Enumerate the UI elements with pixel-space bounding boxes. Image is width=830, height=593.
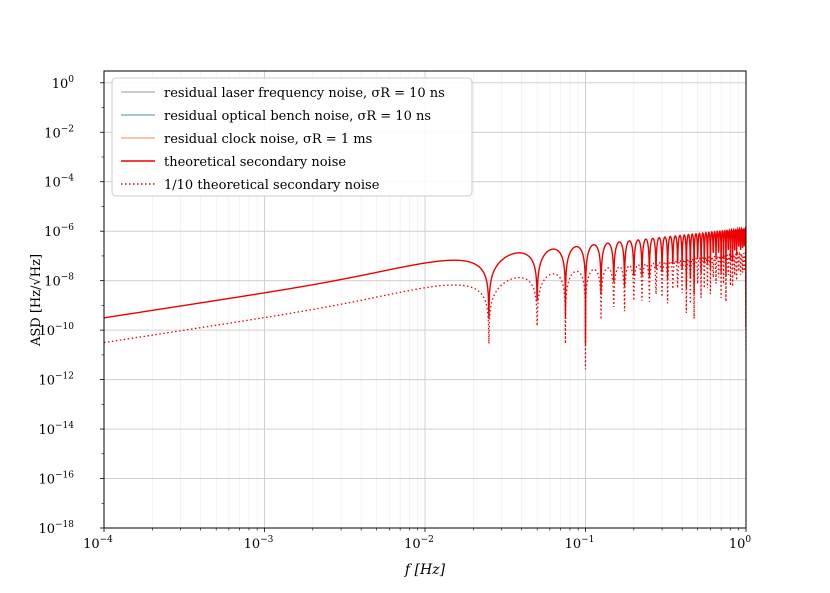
y-tick-label: 10−4 [44, 174, 74, 191]
series-secondary-tenth-line [104, 250, 746, 370]
x-tick-labels: 10−4 10−3 10−2 10−1 100 [83, 535, 751, 552]
y-tick-label: 10−16 [38, 471, 74, 488]
curves [104, 226, 746, 370]
y-tick-label: 10−8 [44, 273, 74, 290]
y-tick-label-exponent: −4 [61, 174, 75, 184]
legend-label: theoretical secondary noise [164, 155, 346, 170]
y-tick-label-exponent: −18 [55, 520, 74, 530]
y-tick-label: 10−12 [38, 372, 74, 389]
y-tick-label-exponent: −2 [61, 124, 74, 134]
x-tick-label-exponent: −1 [581, 535, 594, 545]
y-tick-label: 10−18 [38, 520, 74, 537]
x-axis-label: f [Hz] [404, 562, 446, 578]
x-tick-label: 10−3 [244, 535, 274, 552]
legend: residual laser frequency noise, σR = 10 … [111, 77, 473, 197]
x-tick-label: 100 [729, 535, 752, 552]
y-tick-label-exponent: −8 [61, 273, 75, 283]
x-tick-label-exponent: −2 [421, 535, 434, 545]
legend-label: residual optical bench noise, σR = 10 ns [164, 109, 431, 124]
y-tick-label: 10−6 [44, 223, 74, 240]
y-tick-label: 10−2 [44, 124, 74, 141]
legend-label: residual clock noise, σR = 1 ms [164, 132, 372, 147]
legend-label: 1/10 theoretical secondary noise [164, 178, 380, 193]
x-tick-label-exponent: −3 [260, 535, 274, 545]
y-tick-label-exponent: 0 [68, 75, 74, 85]
ticks [100, 82, 747, 532]
x-tick-label-exponent: 0 [745, 535, 751, 545]
y-tick-label: 10−14 [38, 421, 74, 438]
x-tick-label: 10−4 [83, 535, 113, 552]
x-tick-label-exponent: −4 [100, 535, 114, 545]
series-secondary-line [104, 226, 746, 345]
y-tick-label-exponent: −12 [55, 372, 74, 382]
y-tick-label-exponent: −10 [55, 322, 74, 332]
y-tick-label: 100 [52, 75, 75, 92]
legend-label: residual laser frequency noise, σR = 10 … [164, 86, 445, 101]
y-axis-label: ASD [Hz/√Hz] [29, 254, 44, 347]
x-tick-label: 10−2 [404, 535, 434, 552]
y-tick-label-exponent: −6 [61, 223, 75, 233]
legend-box [111, 77, 473, 197]
x-tick-label: 10−1 [565, 535, 595, 552]
y-tick-label-exponent: −14 [55, 421, 74, 431]
y-tick-label-exponent: −16 [55, 471, 74, 481]
